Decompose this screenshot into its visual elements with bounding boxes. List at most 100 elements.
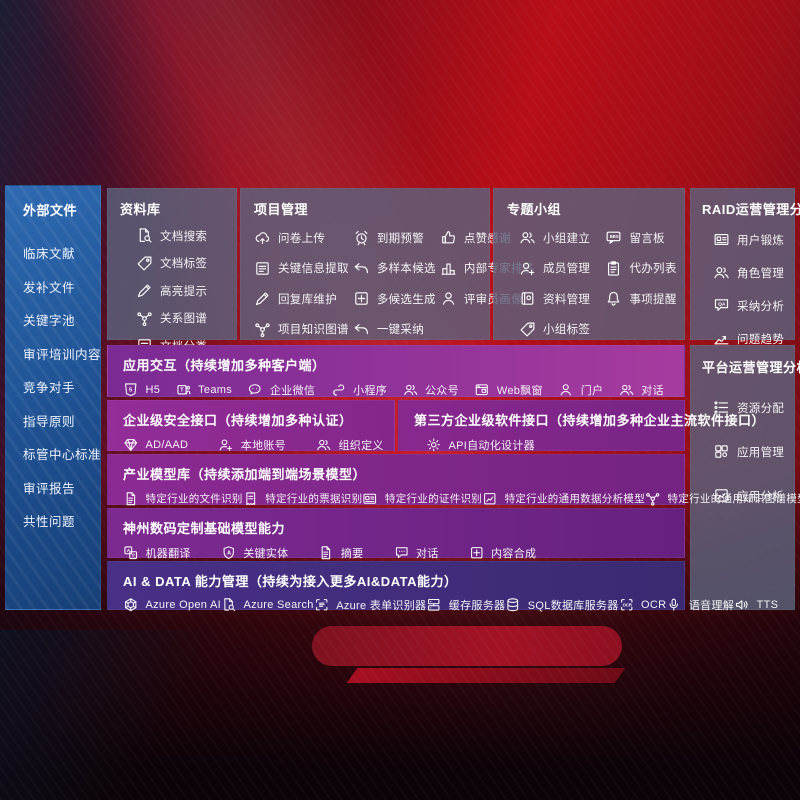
feature-item[interactable]: 5 H5: [123, 382, 160, 398]
feature-item-label: Teams: [198, 384, 233, 396]
feature-item[interactable]: BBS 留言板: [605, 229, 684, 246]
bbs-icon: BBS: [605, 229, 622, 246]
sidebar-item[interactable]: 临床文献: [23, 247, 76, 261]
feature-item[interactable]: 本地账号: [218, 437, 286, 453]
feature-item[interactable]: 特定行业的证件识别: [362, 491, 482, 507]
feature-item[interactable]: 高亮提示: [136, 282, 236, 299]
feature-item[interactable]: 对话: [619, 382, 664, 398]
feature-item[interactable]: 小组建立: [519, 229, 601, 246]
feature-item[interactable]: Azure Search: [221, 597, 314, 613]
feature-item[interactable]: 回复库维护: [254, 290, 349, 307]
feature-item[interactable]: 文档标签: [136, 255, 236, 272]
feature-item-label: 代办列表: [629, 263, 677, 275]
feature-item[interactable]: 对话: [394, 545, 439, 561]
receipt-recognition-icon: [243, 491, 259, 507]
feature-item[interactable]: 代办列表: [605, 260, 684, 277]
feature-item[interactable]: OCR OCR: [619, 597, 667, 613]
feature-item[interactable]: 内容合成: [469, 545, 537, 561]
feature-item-label: 特定行业的文件识别: [145, 493, 243, 506]
feature-item-label: 关系图谱: [160, 313, 208, 325]
feature-item[interactable]: 摘要: [318, 545, 363, 561]
feature-item[interactable]: API自动化设计器: [426, 437, 535, 453]
feature-item[interactable]: SQL数据库服务器: [505, 597, 618, 613]
dialog-icon: [619, 382, 635, 398]
feature-item-label: 特定行业的票据识别: [265, 493, 363, 506]
feature-item[interactable]: Azure 表单识别器: [314, 597, 427, 613]
feature-item[interactable]: 公众号: [403, 382, 459, 398]
base-model-title: 神州数码定制基础模型能力: [123, 521, 286, 536]
sidebar-item[interactable]: 共性问题: [23, 515, 76, 529]
feature-item[interactable]: 项目知识图谱: [254, 321, 349, 338]
feature-item[interactable]: 文档搜索: [136, 227, 236, 244]
ranking-icon: [440, 260, 457, 277]
feature-item[interactable]: 一键采纳: [353, 321, 436, 338]
feature-item[interactable]: 到期预警: [353, 229, 436, 246]
feature-item[interactable]: 资源分配: [713, 399, 794, 416]
feature-item[interactable]: 特定行业的通用知识图谱模型: [645, 491, 800, 507]
feature-item[interactable]: Azure Open AI: [123, 597, 221, 613]
sidebar-item[interactable]: 审评培训内容: [23, 347, 102, 362]
feature-item[interactable]: 资料管理: [519, 290, 601, 307]
platform-analysis-title: 平台运营管理分析: [702, 360, 800, 375]
feature-item[interactable]: 多候选生成: [353, 290, 436, 307]
sidebar-item[interactable]: 发补文件: [23, 280, 76, 295]
feature-item[interactable]: 缓存服务器: [426, 597, 505, 613]
feature-item[interactable]: 角色管理: [713, 264, 794, 281]
feature-item[interactable]: 语音理解: [666, 597, 734, 613]
svg-text:T: T: [180, 388, 184, 394]
feature-item-label: 成员管理: [543, 263, 591, 275]
feature-item[interactable]: 用户锻炼: [713, 231, 794, 248]
feature-item[interactable]: 组织定义: [316, 437, 384, 453]
feature-item-label: 应用分析: [737, 490, 785, 503]
feature-item[interactable]: 关系图谱: [136, 310, 236, 327]
sidebar-item[interactable]: 关键字池: [23, 314, 76, 328]
raid-analysis-title: RAID运营管理分析: [702, 202, 800, 217]
feature-item[interactable]: 事项提醒: [605, 290, 684, 307]
feature-item[interactable]: 特定行业的通用数据分析模型: [482, 491, 645, 507]
sidebar-item[interactable]: 标管中心标准: [23, 448, 102, 462]
feature-item[interactable]: 应用管理: [713, 443, 794, 460]
feature-item[interactable]: 特定行业的票据识别: [243, 491, 363, 507]
feature-item[interactable]: 问卷上传: [254, 229, 349, 246]
feature-item[interactable]: 多样本候选: [353, 260, 436, 277]
feature-item-label: 资料管理: [543, 293, 591, 306]
cloud-upload-icon: [254, 229, 271, 246]
feature-item[interactable]: 小程序: [331, 382, 387, 398]
feature-item-label: 关键信息提取: [278, 263, 349, 275]
info-extract-icon: [254, 260, 271, 277]
form-recognizer-icon: [314, 597, 330, 613]
feature-item[interactable]: 关键信息提取: [254, 260, 349, 277]
feature-item[interactable]: 问题趋势: [713, 330, 794, 347]
feature-item[interactable]: 门户: [558, 382, 603, 398]
feature-item[interactable]: A 文机器翻译: [123, 545, 191, 561]
feature-item-label: 资源分配: [737, 402, 785, 415]
user-card-icon: [713, 231, 730, 248]
sidebar-item[interactable]: 指导原则: [23, 414, 76, 429]
feature-item[interactable]: 应用分析: [713, 487, 794, 504]
panel-base-model-capability: 神州数码定制基础模型能力 A 文机器翻译 A 关键实体 摘要 对话 内容合成: [107, 508, 685, 561]
feature-item[interactable]: 小组标签: [519, 321, 601, 338]
panel-data-library: 资料库 文档搜索文档标签高亮提示关系图谱文档分类: [107, 188, 237, 353]
org-define-icon: [316, 437, 332, 453]
feature-item[interactable]: 成员管理: [519, 260, 601, 277]
feature-item-label: OCR: [641, 599, 667, 611]
feature-item-label: API自动化设计器: [448, 440, 535, 452]
feature-item[interactable]: 特定行业的文件识别: [123, 491, 243, 507]
app-interaction-title: 应用交互（持续增加多种客户端）: [123, 358, 326, 373]
feature-item[interactable]: TTS: [734, 597, 778, 613]
feature-item[interactable]: 企业微信: [247, 382, 315, 398]
feature-item-label: 缓存服务器: [448, 600, 506, 612]
feature-item[interactable]: AD/AAD: [123, 437, 188, 453]
svg-text:BBS: BBS: [610, 234, 619, 239]
project-management-items: 问卷上传到期预警点赞感谢关键信息提取多样本候选内部专家排名回复库维护多候选生成评…: [254, 229, 534, 338]
feature-item[interactable]: Web飘窗: [474, 382, 542, 398]
feature-item[interactable]: A 关键实体: [221, 545, 289, 561]
feature-item[interactable]: QA 采纳分析: [713, 297, 794, 314]
sidebar-item[interactable]: 审评报告: [23, 481, 76, 496]
feature-item-label: 特定行业的通用数据分析模型: [504, 493, 646, 506]
feature-item-label: 关键实体: [243, 548, 289, 560]
security-interface-title: 企业级安全接口（持续增加多种认证）: [123, 413, 353, 428]
feature-item-label: 用户锻炼: [737, 234, 785, 247]
feature-item[interactable]: T Teams: [176, 382, 232, 398]
sidebar-item[interactable]: 竞争对手: [23, 381, 76, 395]
